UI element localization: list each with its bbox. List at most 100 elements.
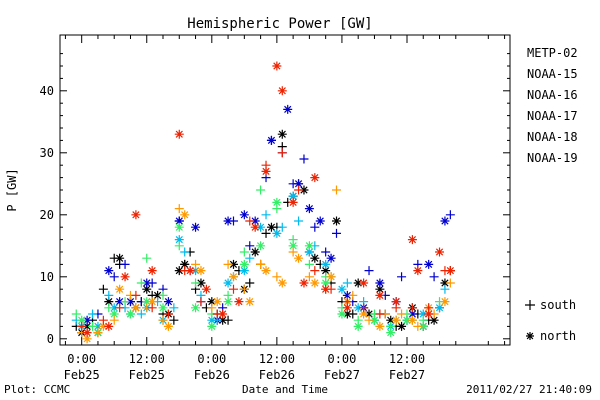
point-noaa-17-north bbox=[109, 309, 119, 319]
point-noaa-17-south bbox=[174, 241, 184, 251]
point-metp-02-north bbox=[332, 216, 342, 226]
point-noaa-18-north bbox=[212, 297, 222, 307]
point-metp-02-north bbox=[364, 309, 374, 319]
point-noaa-17-north bbox=[223, 297, 233, 307]
point-noaa-15-south bbox=[364, 266, 374, 276]
point-noaa-15-north bbox=[239, 210, 249, 220]
point-noaa-18-south bbox=[223, 259, 233, 269]
point-noaa-16-north bbox=[93, 321, 103, 331]
point-noaa-19-north bbox=[261, 166, 271, 176]
point-noaa-17-north bbox=[321, 278, 331, 288]
point-noaa-15-south bbox=[109, 272, 119, 282]
point-noaa-18-south bbox=[93, 328, 103, 338]
point-noaa-19-south bbox=[147, 303, 157, 313]
point-noaa-19-north bbox=[375, 290, 385, 300]
point-noaa-18-north bbox=[326, 272, 336, 282]
point-noaa-16-north bbox=[109, 303, 119, 313]
point-noaa-19-south bbox=[163, 309, 173, 319]
point-metp-02-south bbox=[169, 315, 179, 325]
point-noaa-17-north bbox=[207, 321, 217, 331]
point-noaa-18-south bbox=[256, 259, 266, 269]
point-noaa-17-south bbox=[256, 185, 266, 195]
point-noaa-18-north bbox=[163, 321, 173, 331]
point-noaa-15-north bbox=[142, 278, 152, 288]
point-noaa-19-north bbox=[413, 266, 423, 276]
point-noaa-19-north bbox=[321, 284, 331, 294]
point-noaa-19-south bbox=[359, 303, 369, 313]
point-noaa-16-south bbox=[277, 222, 287, 232]
point-noaa-15-south bbox=[299, 154, 309, 164]
point-noaa-16-south bbox=[261, 210, 271, 220]
point-noaa-19-north bbox=[174, 129, 184, 139]
point-noaa-16-south bbox=[294, 216, 304, 226]
point-metp-02-north bbox=[440, 278, 450, 288]
legend-item-noaa-17: NOAA-17 bbox=[527, 109, 578, 123]
point-noaa-19-north bbox=[234, 297, 244, 307]
point-noaa-16-north bbox=[353, 303, 363, 313]
point-noaa-18-north bbox=[180, 210, 190, 220]
x-tick-date: Feb25 bbox=[64, 368, 100, 382]
point-noaa-18-south bbox=[174, 204, 184, 214]
x-tick-time: 12:00 bbox=[259, 352, 295, 366]
legend-item-noaa-16: NOAA-16 bbox=[527, 88, 578, 102]
point-noaa-15-north bbox=[250, 216, 260, 226]
point-noaa-16-south bbox=[104, 290, 114, 300]
point-noaa-17-north bbox=[418, 321, 428, 331]
legend-north-label: north bbox=[540, 329, 576, 343]
chart-title: Hemispheric Power [GW] bbox=[187, 16, 372, 32]
point-noaa-19-north bbox=[185, 266, 195, 276]
point-noaa-18-north bbox=[261, 266, 271, 276]
point-noaa-19-south bbox=[115, 303, 125, 313]
point-noaa-15-north bbox=[125, 297, 135, 307]
point-noaa-18-north bbox=[277, 278, 287, 288]
legend-south-symbol bbox=[525, 300, 535, 310]
point-noaa-16-south bbox=[136, 309, 146, 319]
point-noaa-19-north bbox=[104, 321, 114, 331]
legend-north-symbol bbox=[526, 332, 534, 340]
point-noaa-15-south bbox=[310, 222, 320, 232]
legend-item-noaa-19: NOAA-19 bbox=[527, 151, 578, 165]
point-noaa-15-north bbox=[304, 204, 314, 214]
point-noaa-18-north bbox=[82, 334, 92, 344]
point-noaa-15-north bbox=[342, 290, 352, 300]
point-metp-02-north bbox=[386, 315, 396, 325]
point-noaa-18-south bbox=[158, 315, 168, 325]
point-noaa-16-south bbox=[440, 284, 450, 294]
legend: METP-02 NOAA-15 NOAA-16 NOAA-17 NOAA-18 NOAA-… bbox=[525, 46, 578, 343]
point-noaa-16-north bbox=[174, 235, 184, 245]
point-noaa-16-north bbox=[337, 284, 347, 294]
point-noaa-19-north bbox=[131, 210, 141, 220]
point-noaa-17-south bbox=[71, 309, 81, 319]
point-noaa-19-north bbox=[201, 284, 211, 294]
point-metp-02-south bbox=[245, 278, 255, 288]
point-noaa-16-north bbox=[435, 303, 445, 313]
point-noaa-19-north bbox=[288, 197, 298, 207]
point-noaa-17-north bbox=[158, 303, 168, 313]
point-noaa-16-south bbox=[180, 247, 190, 257]
point-noaa-18-north bbox=[228, 272, 238, 282]
y-axis-label: P [GW] bbox=[5, 168, 19, 211]
point-noaa-17-south bbox=[191, 278, 201, 288]
point-noaa-19-north bbox=[147, 266, 157, 276]
y-tick-label: 0 bbox=[47, 332, 54, 346]
point-noaa-16-north bbox=[418, 309, 428, 319]
point-metp-02-north bbox=[397, 321, 407, 331]
x-tick-date: Feb25 bbox=[129, 368, 165, 382]
x-axis-label: Date and Time bbox=[242, 383, 328, 396]
legend-item-noaa-18: NOAA-18 bbox=[527, 130, 578, 144]
point-noaa-15-north bbox=[283, 104, 293, 114]
point-noaa-15-south bbox=[397, 272, 407, 282]
point-noaa-18-north bbox=[407, 315, 417, 325]
point-metp-02-south bbox=[98, 284, 108, 294]
point-noaa-19-north bbox=[82, 328, 92, 338]
x-tick-date: Feb27 bbox=[324, 368, 360, 382]
point-noaa-18-south bbox=[191, 259, 201, 269]
point-noaa-17-north bbox=[191, 303, 201, 313]
y-tick-label: 20 bbox=[40, 208, 54, 222]
point-noaa-17-south bbox=[136, 278, 146, 288]
plot-credit: Plot: CCMC bbox=[4, 383, 70, 396]
point-noaa-19-north bbox=[120, 272, 130, 282]
point-metp-02-north bbox=[429, 315, 439, 325]
point-noaa-15-south bbox=[332, 228, 342, 238]
